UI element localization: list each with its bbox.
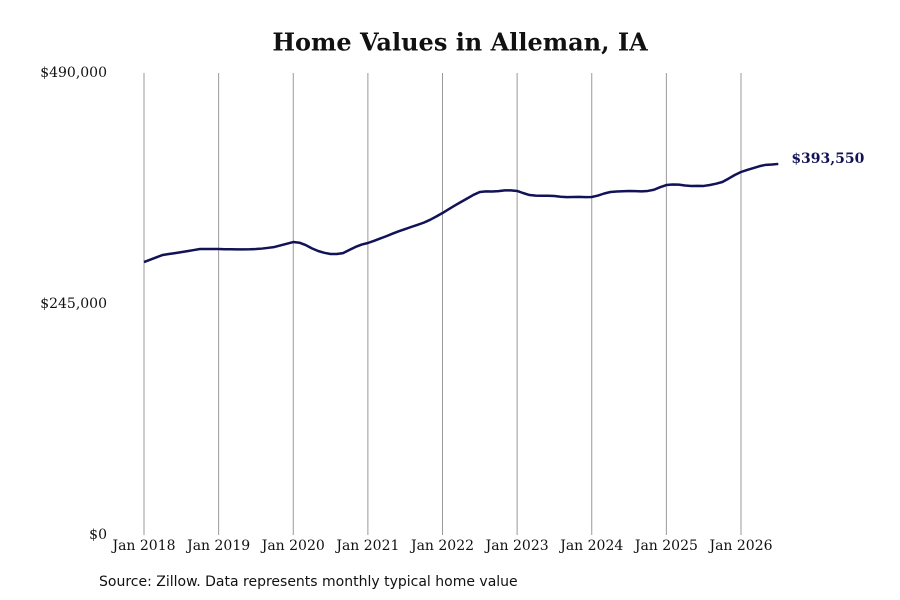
x-tick-label: Jan 2022 — [409, 538, 474, 554]
line — [143, 162, 779, 264]
x-tick-label: Jan 2025 — [633, 538, 698, 554]
y-tick-label: $0 — [89, 527, 107, 543]
x-tick-label: Jan 2020 — [260, 538, 325, 554]
x-tick-label: Jan 2023 — [484, 538, 549, 554]
source-note: Source: Zillow. Data represents monthly … — [99, 574, 518, 590]
x-tick-label: Jan 2019 — [185, 538, 250, 554]
y-tick-label: $245,000 — [40, 296, 107, 312]
chart-title: Home Values in Alleman, IA — [272, 28, 648, 57]
end-value-label: $393,550 — [791, 151, 864, 167]
x-tick-label: Jan 2021 — [334, 538, 399, 554]
x-tick-label: Jan 2026 — [707, 538, 772, 554]
x-tick-label: Jan 2018 — [110, 538, 175, 554]
x-tick-label: Jan 2024 — [558, 538, 623, 554]
y-tick-label: $490,000 — [40, 65, 107, 81]
